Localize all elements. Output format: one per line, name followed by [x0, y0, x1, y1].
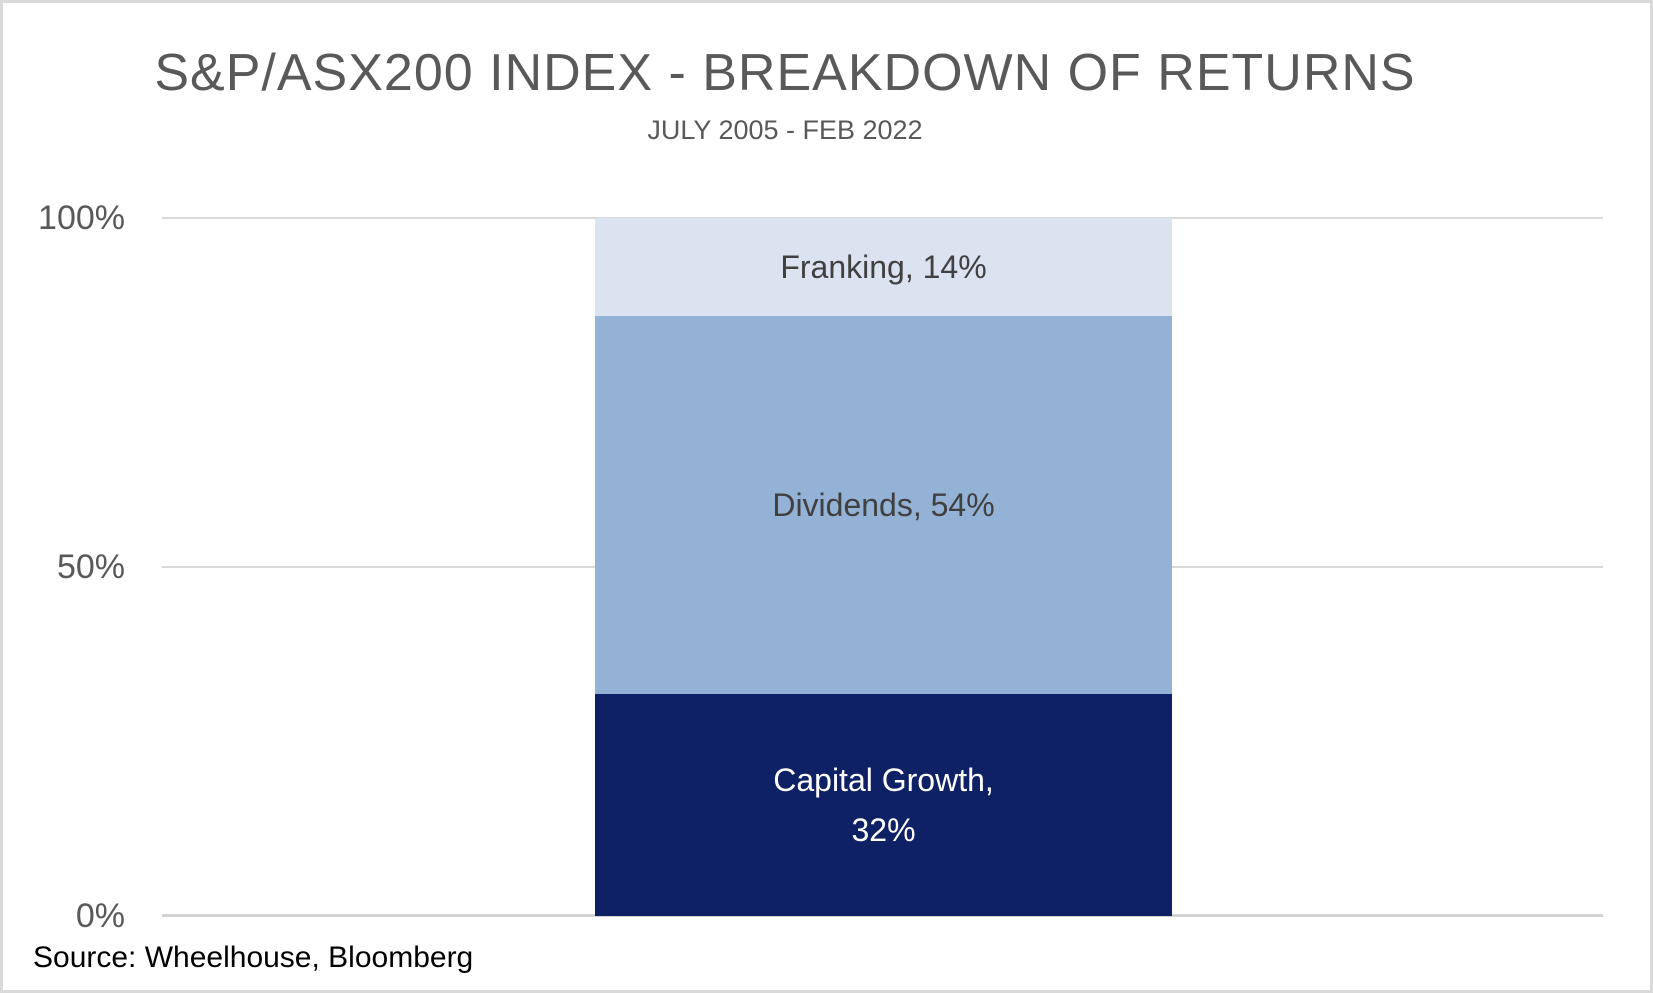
- segment-label-capital-growth-line1: Capital Growth,: [773, 762, 994, 798]
- chart-title: S&P/ASX200 INDEX - BREAKDOWN OF RETURNS: [154, 44, 1416, 102]
- bar-segment-capital-growth: Capital Growth, 32%: [595, 694, 1172, 916]
- stacked-bar: Franking, 14% Dividends, 54% Capital Gro…: [595, 218, 1172, 916]
- segment-label-franking: Franking, 14%: [780, 249, 987, 285]
- segment-label-capital-growth-line2: 32%: [851, 812, 916, 848]
- segment-label-dividends: Dividends, 54%: [772, 487, 995, 523]
- y-tick-50: 50%: [56, 548, 125, 586]
- chart-subtitle: JULY 2005 - FEB 2022: [647, 115, 923, 145]
- y-tick-100: 100%: [38, 199, 125, 237]
- source-note: Source: Wheelhouse, Bloomberg: [33, 941, 474, 974]
- segment-label-capital-growth: Capital Growth, 32%: [773, 755, 994, 855]
- bar-segment-dividends: Dividends, 54%: [595, 316, 1172, 694]
- bar-segment-franking: Franking, 14%: [595, 218, 1172, 316]
- y-tick-0: 0%: [75, 897, 125, 935]
